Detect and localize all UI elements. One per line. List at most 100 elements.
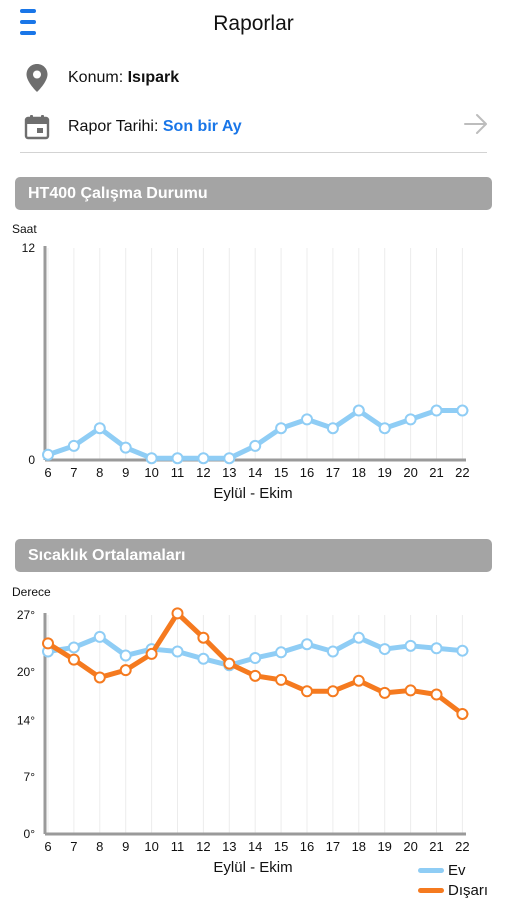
data-point (249, 651, 262, 664)
report-date-row[interactable]: Rapor Tarihi: Son bir Ay (24, 112, 242, 142)
x-tick-label: 18 (352, 465, 366, 480)
y-tick-label: 20° (17, 665, 35, 679)
data-point (352, 631, 365, 644)
chart2-legend: Ev Dışarı (418, 860, 488, 900)
y-tick-label: 7° (24, 770, 36, 784)
data-point (42, 637, 54, 650)
temperature-chart: 0° 7° 14° 20° 27° 6 7 8 9 10 11 12 13 14 15 16 17 18 19 20 2… (17, 607, 470, 876)
data-point (326, 422, 339, 435)
data-point (456, 404, 469, 417)
data-point (223, 452, 236, 465)
x-tick-label: 8 (96, 839, 103, 854)
data-point (145, 647, 158, 660)
header: Raporlar (0, 0, 507, 50)
data-point (67, 439, 80, 452)
chart1-ylabel: Saat (12, 222, 37, 236)
x-tick-label: 9 (122, 839, 129, 854)
x-tick-label: 16 (300, 839, 314, 854)
x-tick-label: 13 (222, 465, 236, 480)
data-point (275, 673, 288, 686)
x-tick-label: 10 (144, 465, 158, 480)
x-tick-label: 7 (70, 839, 77, 854)
page-title: Raporlar (213, 12, 294, 35)
x-tick-label: 19 (377, 465, 391, 480)
x-tick-label: 20 (403, 465, 417, 480)
data-point (301, 685, 313, 698)
data-point (93, 422, 106, 435)
data-point (197, 652, 210, 665)
data-point (67, 653, 80, 666)
x-tick-label: 21 (429, 839, 443, 854)
data-point (171, 452, 184, 465)
data-point (42, 448, 54, 461)
location-label: Konum: (68, 69, 124, 86)
x-tick-label: 22 (455, 839, 469, 854)
x-tick-label: 8 (96, 465, 103, 480)
x-tick-label: 6 (44, 465, 51, 480)
divider (20, 152, 487, 153)
legend-swatch-ev (418, 867, 444, 873)
x-tick-label: 9 (122, 465, 129, 480)
data-point (249, 669, 262, 682)
hamburger-menu-icon[interactable] (20, 9, 36, 35)
data-point (301, 638, 313, 651)
arrow-right-icon[interactable] (463, 113, 489, 135)
x-tick-label: 20 (403, 839, 417, 854)
y-tick-label: 14° (17, 713, 35, 727)
data-point (378, 686, 391, 699)
section-header-operation: HT400 Çalışma Durumu (15, 177, 492, 210)
calendar-icon (24, 112, 50, 142)
data-point (404, 684, 417, 697)
legend-swatch-disari (418, 887, 444, 893)
legend-label-ev: Ev (448, 861, 466, 879)
x-axis-label: Eylül - Ekim (213, 859, 292, 876)
data-point (93, 630, 106, 643)
x-tick-label: 12 (196, 839, 210, 854)
data-point (430, 404, 443, 417)
x-tick-label: 13 (222, 839, 236, 854)
data-point (456, 644, 469, 657)
data-point (326, 645, 339, 658)
x-tick-label: 21 (429, 465, 443, 480)
x-tick-label: 18 (352, 839, 366, 854)
data-point (430, 688, 443, 701)
x-tick-label: 14 (248, 465, 262, 480)
data-point (326, 685, 339, 698)
chart2-ylabel: Derece (12, 585, 51, 599)
x-tick-label: 22 (455, 465, 469, 480)
section-header-temperature: Sıcaklık Ortalamaları (15, 539, 492, 572)
data-point (171, 645, 184, 658)
x-tick-label: 15 (274, 465, 288, 480)
data-point (145, 452, 158, 465)
data-point (404, 639, 417, 652)
data-point (275, 646, 288, 659)
x-tick-label: 12 (196, 465, 210, 480)
report-date-label: Rapor Tarihi: (68, 118, 159, 135)
data-point (430, 642, 443, 655)
x-tick-label: 6 (44, 839, 51, 854)
data-point (223, 657, 236, 670)
x-tick-label: 7 (70, 465, 77, 480)
data-point (352, 404, 365, 417)
data-point (404, 413, 417, 426)
legend-item-disari: Dışarı (418, 880, 488, 900)
data-point (67, 641, 80, 654)
x-tick-label: 17 (326, 839, 340, 854)
location-value: Isıpark (127, 69, 180, 86)
x-tick-label: 17 (326, 465, 340, 480)
x-axis-label: Eylül - Ekim (213, 485, 292, 502)
data-point (275, 422, 288, 435)
y-tick-label: 27° (17, 608, 35, 622)
location-row[interactable]: Konum: Isıpark (24, 63, 179, 93)
x-tick-label: 15 (274, 839, 288, 854)
x-tick-label: 14 (248, 839, 262, 854)
data-point (378, 643, 391, 656)
legend-label-disari: Dışarı (448, 881, 489, 899)
data-point (119, 649, 132, 662)
data-point (93, 671, 106, 684)
operation-chart: 0 12 6 7 8 9 10 11 12 13 14 15 16 17 18 19 20 21 22 Eylül -… (22, 241, 470, 502)
data-point (171, 607, 184, 620)
data-point (197, 452, 210, 465)
x-tick-label: 11 (171, 465, 185, 480)
data-point (456, 707, 469, 720)
